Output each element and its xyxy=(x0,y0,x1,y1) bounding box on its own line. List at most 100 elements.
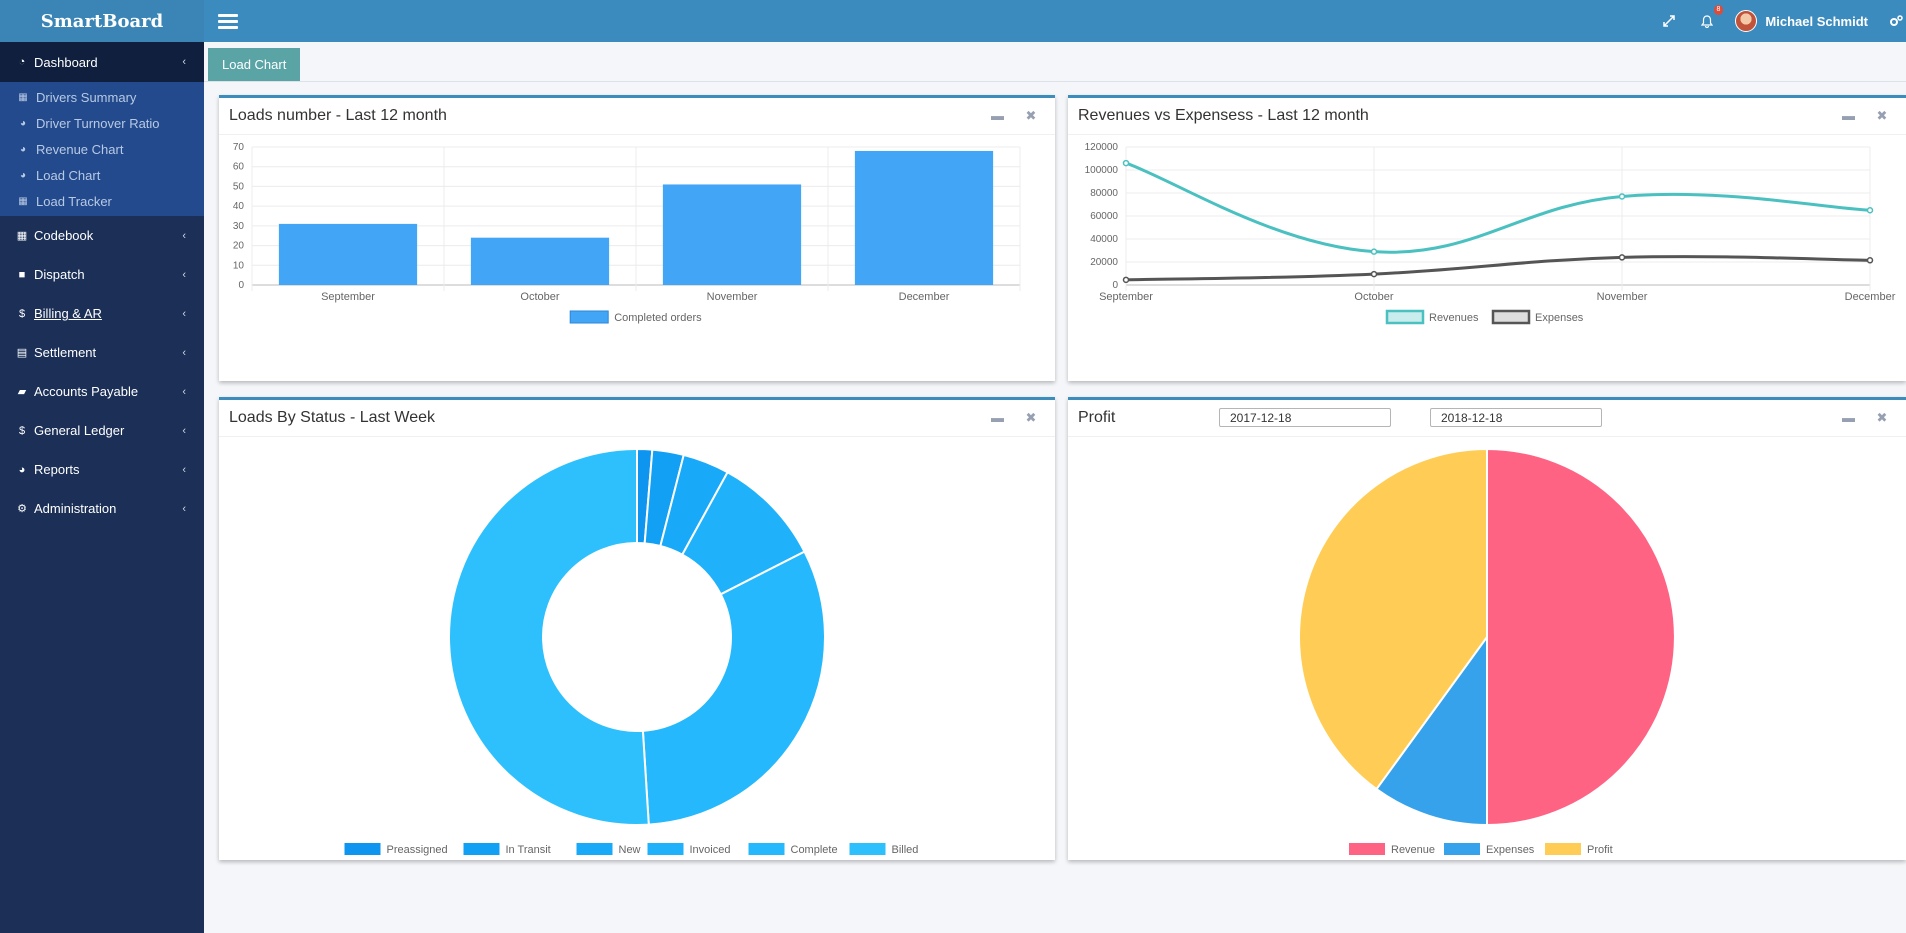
user-name: Michael Schmidt xyxy=(1765,14,1868,29)
avatar xyxy=(1735,10,1757,32)
bar xyxy=(663,184,801,285)
legend-swatch xyxy=(648,843,684,855)
date-from-input[interactable] xyxy=(1219,408,1391,427)
x-tick-label: November xyxy=(1597,291,1648,303)
sidebar-item-general-ledger[interactable]: $ General Ledger ‹ xyxy=(0,411,204,450)
x-tick-label: October xyxy=(520,291,559,303)
truck-icon: ■ xyxy=(14,269,30,281)
sidebar-item-label: Accounts Payable xyxy=(34,384,138,399)
chevron-left-icon: ‹ xyxy=(182,269,186,281)
legend-swatch xyxy=(464,843,500,855)
grid-icon: ▦ xyxy=(16,92,30,103)
close-icon[interactable]: ✖ xyxy=(1025,108,1037,124)
tab-load-chart[interactable]: Load Chart xyxy=(208,48,300,81)
y-tick-label: 60000 xyxy=(1090,211,1118,222)
grid-icon: ▦ xyxy=(16,196,30,207)
legend-label: Completed orders xyxy=(614,312,702,324)
sidebar-item-settlement[interactable]: ▤ Settlement ‹ xyxy=(0,333,204,372)
close-icon[interactable]: ✖ xyxy=(1025,410,1037,426)
sidebar-item-label: Settlement xyxy=(34,345,96,360)
notifications-bell-icon[interactable]: 8 xyxy=(1697,11,1717,31)
data-point xyxy=(1124,277,1129,282)
legend-label: In Transit xyxy=(506,844,551,856)
sidebar-subitem-driver-turnover-ratio[interactable]: ◕ Driver Turnover Ratio xyxy=(0,110,204,136)
x-tick-label: September xyxy=(1099,291,1153,303)
legend-label: Expenses xyxy=(1535,312,1584,324)
profit-panel: Profit ▬ ✖ Revenue Expenses Profit xyxy=(1068,397,1906,860)
pie-slice xyxy=(1487,449,1675,825)
legend-swatch xyxy=(577,843,613,855)
close-icon[interactable]: ✖ xyxy=(1876,108,1888,124)
legend-label: Billed xyxy=(892,844,919,856)
loads-number-panel: Loads number - Last 12 month ▬ ✖ 0 10 20 30… xyxy=(219,95,1055,381)
sidebar-subitem-revenue-chart[interactable]: ◕ Revenue Chart xyxy=(0,136,204,162)
sidebar-subitem-drivers-summary[interactable]: ▦ Drivers Summary xyxy=(0,84,204,110)
series-line xyxy=(1126,257,1870,280)
y-tick-label: 100000 xyxy=(1085,165,1119,176)
y-tick-label: 70 xyxy=(233,142,245,153)
x-tick-label: September xyxy=(321,291,375,303)
chevron-left-icon: ‹ xyxy=(182,308,186,320)
settings-cogs-icon[interactable] xyxy=(1886,11,1906,31)
pie-chart-icon: ◕ xyxy=(16,170,30,181)
legend-swatch xyxy=(1387,311,1423,323)
pie-slice xyxy=(643,552,825,825)
brand-logo[interactable]: SmartBoard xyxy=(0,0,204,42)
sidebar-subitem-load-tracker[interactable]: ▦ Load Tracker xyxy=(0,188,204,214)
panel-title: Revenues vs Expensess - Last 12 month xyxy=(1078,107,1369,125)
sidebar-subitem-label: Load Tracker xyxy=(36,194,112,209)
profit-pie-chart: Revenue Expenses Profit xyxy=(1068,437,1906,860)
dollar-icon: $ xyxy=(14,425,30,437)
minimize-icon[interactable]: ▬ xyxy=(1842,108,1854,124)
cogs-icon: ⚙ xyxy=(14,502,30,515)
sidebar-item-codebook[interactable]: ▦ Codebook ‹ xyxy=(0,216,204,255)
legend-swatch xyxy=(749,843,785,855)
sidebar-item-dashboard[interactable]: ◔ Dashboard ‹ xyxy=(0,42,204,82)
sidebar-item-billing-ar[interactable]: $ Billing & AR ‹ xyxy=(0,294,204,333)
y-tick-label: 50 xyxy=(233,181,245,192)
sidebar-subitem-label: Drivers Summary xyxy=(36,90,136,105)
legend-label: Revenues xyxy=(1429,312,1479,324)
sidebar-subitem-load-chart[interactable]: ◕ Load Chart xyxy=(0,162,204,188)
sidebar-item-label: Dispatch xyxy=(34,267,85,282)
bar xyxy=(855,151,993,285)
book-icon: ▰ xyxy=(14,385,30,398)
minimize-icon[interactable]: ▬ xyxy=(991,108,1003,124)
close-icon[interactable]: ✖ xyxy=(1876,410,1888,426)
chevron-left-icon: ‹ xyxy=(182,425,186,437)
legend-label: Revenue xyxy=(1391,844,1435,856)
panel-title: Loads number - Last 12 month xyxy=(229,107,447,125)
sidebar-item-label: Dashboard xyxy=(34,55,98,70)
sidebar-item-dispatch[interactable]: ■ Dispatch ‹ xyxy=(0,255,204,294)
sidebar-item-reports[interactable]: ◕ Reports ‹ xyxy=(0,450,204,489)
pie-chart-icon: ◕ xyxy=(16,118,30,129)
sidebar-item-label: Codebook xyxy=(34,228,93,243)
pie-slice xyxy=(449,449,649,825)
legend-label: Preassigned xyxy=(387,844,448,856)
chevron-left-icon: ‹ xyxy=(182,464,186,476)
menu-toggle-icon[interactable] xyxy=(218,11,238,32)
y-tick-label: 60 xyxy=(233,162,245,173)
x-tick-label: December xyxy=(1845,291,1896,303)
panel-title: Profit xyxy=(1078,409,1115,427)
minimize-icon[interactable]: ▬ xyxy=(991,410,1003,426)
grid-icon: ▦ xyxy=(14,229,30,242)
legend-swatch xyxy=(850,843,886,855)
legend-label: Profit xyxy=(1587,844,1613,856)
user-menu[interactable]: Michael Schmidt xyxy=(1735,10,1868,32)
sidebar-subitem-label: Revenue Chart xyxy=(36,142,123,157)
legend-label: Complete xyxy=(791,844,838,856)
sidebar-item-administration[interactable]: ⚙ Administration ‹ xyxy=(0,489,204,528)
legend-label: Expenses xyxy=(1486,844,1535,856)
x-tick-label: October xyxy=(1354,291,1393,303)
fullscreen-icon[interactable] xyxy=(1659,11,1679,31)
legend-swatch xyxy=(1444,843,1480,855)
data-point xyxy=(1372,249,1377,254)
sidebar-item-accounts-payable[interactable]: ▰ Accounts Payable ‹ xyxy=(0,372,204,411)
dashboard-submenu: ▦ Drivers Summary ◕ Driver Turnover Rati… xyxy=(0,82,204,216)
date-to-input[interactable] xyxy=(1430,408,1602,427)
sidebar-item-label: Reports xyxy=(34,462,80,477)
data-point xyxy=(1620,194,1625,199)
sidebar: ◔ Dashboard ‹ ▦ Drivers Summary ◕ Driver… xyxy=(0,42,204,933)
minimize-icon[interactable]: ▬ xyxy=(1842,410,1854,426)
